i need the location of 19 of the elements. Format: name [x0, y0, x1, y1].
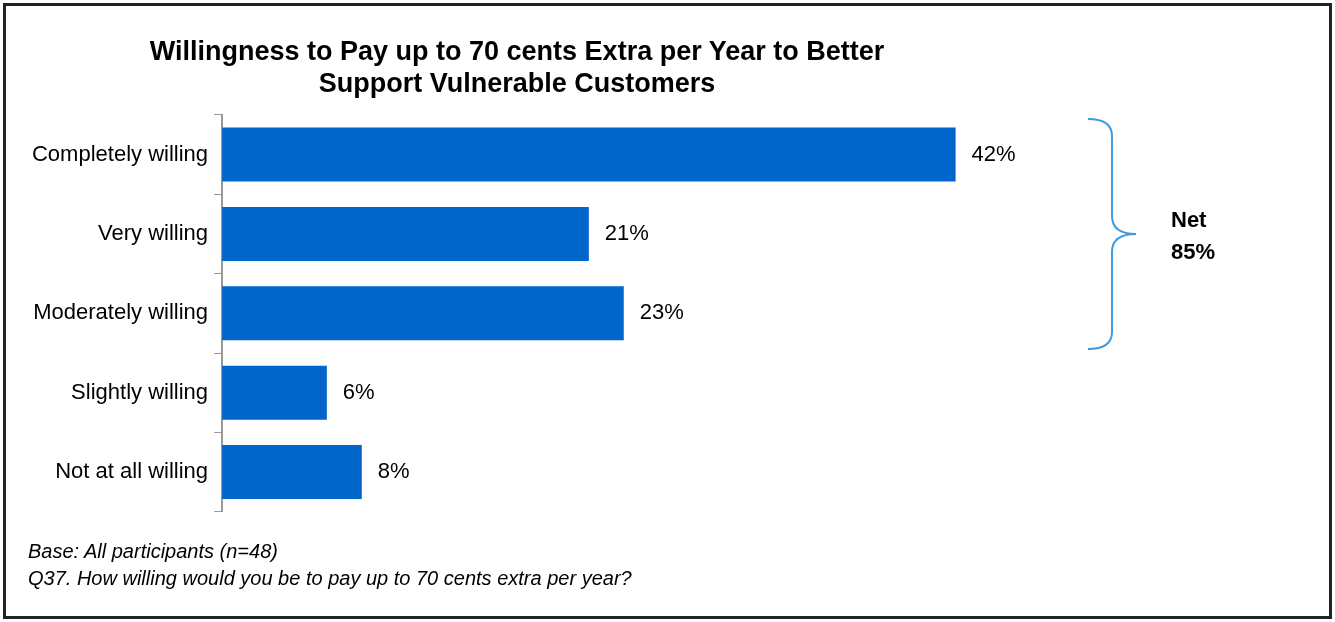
bar	[222, 206, 589, 261]
data-label: 23%	[639, 299, 684, 325]
bar	[222, 445, 362, 500]
data-label: 21%	[604, 219, 649, 245]
y-tick-label: Completely willing	[31, 140, 209, 166]
bar	[222, 127, 956, 182]
data-label: 8%	[377, 458, 410, 484]
bar	[222, 286, 624, 341]
data-label: 42%	[971, 140, 1016, 166]
y-tick-label: Slightly willing	[71, 378, 209, 404]
data-label: 6%	[342, 378, 375, 404]
y-tick-label: Moderately willing	[33, 299, 209, 325]
bar	[222, 365, 327, 420]
chart-title: Willingness to Pay up to 70 cents Extra per Year to Better Support Vulnerable Customers	[149, 35, 885, 99]
text: Q37. How willing would you be to pay up to 70 cents extra per year?	[28, 566, 633, 591]
text: Net 85%	[1171, 206, 1217, 266]
y-tick-label: Very willing	[98, 219, 209, 245]
text: Base: All participants (n=48)	[28, 539, 279, 564]
y-tick-label: Not at all willing	[55, 458, 209, 484]
